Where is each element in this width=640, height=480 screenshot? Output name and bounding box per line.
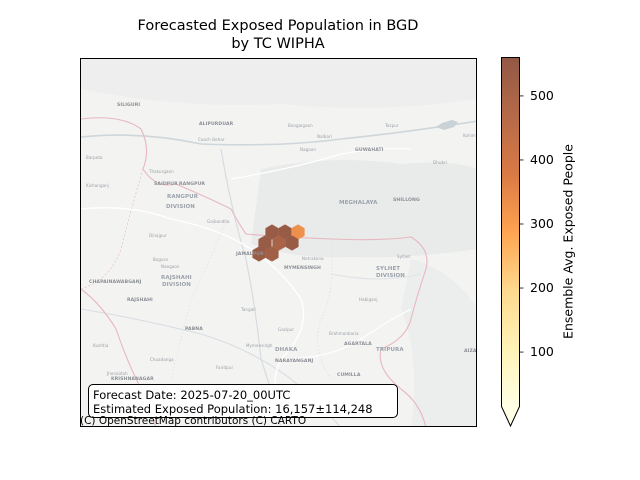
place-label: Habiganj xyxy=(359,297,378,302)
place-label: DHAKA xyxy=(275,347,298,353)
estimated-population-text: Estimated Exposed Population: 16,157±114… xyxy=(93,402,373,416)
place-label: Faridpur xyxy=(216,365,234,370)
division-border xyxy=(170,208,232,380)
exposure-hexbin xyxy=(252,246,266,262)
colorbar-gradient xyxy=(501,57,520,407)
colorbar-tick-label: 100 xyxy=(530,344,554,360)
place-label: PABNA xyxy=(185,327,203,332)
map-title-line2: by TC WIPHA xyxy=(231,36,325,52)
place-label: Bongaigaon xyxy=(288,123,313,128)
place-label: Barpeta xyxy=(86,155,103,160)
highway-north xyxy=(230,147,412,180)
place-label: RANGPUR xyxy=(167,194,199,200)
highway-east xyxy=(280,308,412,360)
place-label: DIVISION xyxy=(376,273,406,279)
place-label: Nalbari xyxy=(317,134,333,139)
place-label: AIZA xyxy=(464,349,477,354)
place-label: ALIPURDUAR xyxy=(199,122,234,127)
meghalaya-hills xyxy=(251,160,476,258)
place-label: MYMENSINGH xyxy=(284,266,321,271)
place-label: NARAYANGANJ xyxy=(275,359,314,364)
colorbar-extend-min xyxy=(501,406,520,426)
colorbar-label: Ensemble Avg. Exposed People xyxy=(560,144,576,339)
map-title-line1: Forecasted Exposed Population in BGD xyxy=(137,18,419,34)
place-label: CHAPAINAWABGANJ xyxy=(89,280,142,285)
place-label: TRIPURA xyxy=(376,347,404,353)
place-label: Bogura xyxy=(153,257,168,262)
colorbar-tick-label: 200 xyxy=(530,280,554,296)
place-label: SAIDPUR xyxy=(154,182,178,187)
exposure-hexbin xyxy=(265,246,279,262)
place-label: SILIGURI xyxy=(117,103,141,108)
surma-river xyxy=(330,273,422,280)
place-label: MEGHALAYA xyxy=(339,200,378,206)
colorbar-tick-label: 300 xyxy=(530,215,554,231)
place-label: Gazipur xyxy=(278,327,295,332)
place-label: Dinajpur xyxy=(149,233,167,238)
highway xyxy=(81,207,305,405)
place-label: JAMALPUR xyxy=(236,252,264,257)
forecast-info-box: Forecast Date: 2025-07-20_00UTC Estimate… xyxy=(88,384,398,418)
place-label: Dhubri xyxy=(433,160,448,165)
colorbar-tick-label: 500 xyxy=(530,87,554,103)
place-label: Tangail xyxy=(241,307,256,312)
place-label: Naogaon xyxy=(161,264,180,269)
exposure-hexbin xyxy=(272,235,286,251)
forecast-date-text: Forecast Date: 2025-07-20_00UTC xyxy=(93,388,291,402)
exposure-hexbin xyxy=(265,224,279,240)
place-label: RAJSHAHI xyxy=(161,275,192,281)
division-border-east xyxy=(317,238,333,380)
place-label: Kushtia xyxy=(93,343,109,348)
place-label: Nagaon xyxy=(300,147,317,152)
place-label: Cooch Behar xyxy=(198,137,225,142)
place-label: KRISHNANAGAR xyxy=(111,377,154,382)
place-label: Brahmanbaria xyxy=(329,331,359,336)
place-label: Tezpur xyxy=(385,123,399,128)
place-label: Sylhet xyxy=(397,254,411,259)
map-attribution: (C) OpenStreetMap contributors (C) CARTO xyxy=(80,415,307,427)
place-label: SYLHET xyxy=(376,266,401,272)
place-label: Thakurgaon xyxy=(149,169,174,174)
place-label: CUMILLA xyxy=(337,373,361,378)
place-label: DIVISION xyxy=(162,282,192,288)
place-label: Mymensingh xyxy=(246,343,273,348)
place-label: RANGPUR xyxy=(179,182,206,187)
colorbar xyxy=(501,57,524,428)
place-label: AGARTALA xyxy=(344,342,372,347)
place-label: Kishanganj xyxy=(86,183,109,188)
place-label: DIVISION xyxy=(166,204,196,210)
place-label: GUWAHATI xyxy=(355,148,384,153)
place-label: Kohima xyxy=(463,133,477,138)
place-label: Gaibandha xyxy=(207,219,230,224)
place-label: Chuadanga xyxy=(150,357,174,362)
exposure-hexbin xyxy=(285,235,299,251)
place-label: RAJSHAHI xyxy=(127,298,153,303)
colorbar-tick-marks xyxy=(519,95,524,353)
state-border xyxy=(81,168,144,290)
lake-shape xyxy=(436,120,458,130)
colorbar-outline xyxy=(501,57,520,428)
basemap-graphics xyxy=(81,59,476,426)
himalaya-foothills xyxy=(81,59,476,108)
exposure-hexbins xyxy=(252,224,305,262)
colorbar-tick-label: 400 xyxy=(530,151,554,167)
place-label: Netrakona xyxy=(302,256,324,261)
place-label: SHILLONG xyxy=(393,198,420,203)
eastern-hills xyxy=(401,259,476,426)
brahmaputra-river xyxy=(81,120,476,146)
basemap[interactable]: SILIGURI ALIPURDUAR Bongaigaon Tezpur Cooch … xyxy=(80,58,477,427)
place-label: Jhenaidah xyxy=(107,371,128,376)
